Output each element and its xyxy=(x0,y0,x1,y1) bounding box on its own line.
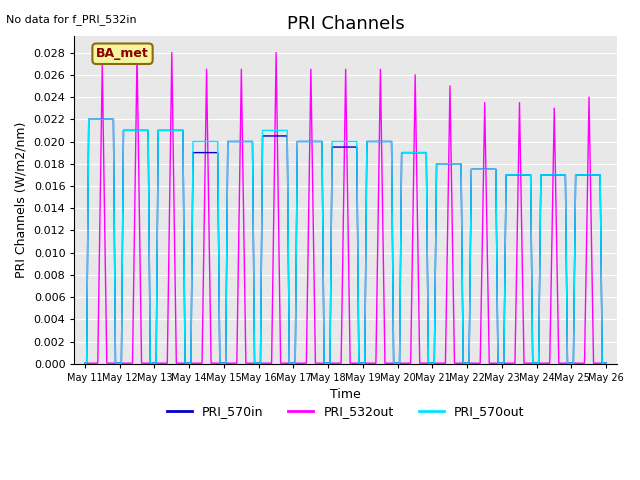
PRI_570in xyxy=(602,360,610,366)
PRI_570in xyxy=(304,139,312,144)
PRI_570in xyxy=(81,360,89,366)
PRI_570out xyxy=(602,360,610,366)
PRI_570out xyxy=(141,128,148,133)
PRI_570out xyxy=(172,128,179,133)
X-axis label: Time: Time xyxy=(330,388,361,401)
Y-axis label: PRI Channels (W/m2/nm): PRI Channels (W/m2/nm) xyxy=(15,121,28,278)
PRI_570in xyxy=(172,128,179,133)
Text: BA_met: BA_met xyxy=(96,47,149,60)
PRI_570out xyxy=(592,172,600,178)
PRI_570in xyxy=(592,172,600,178)
PRI_570in xyxy=(85,116,93,122)
PRI_532out xyxy=(133,50,141,56)
PRI_532out xyxy=(281,360,289,366)
Line: PRI_532out: PRI_532out xyxy=(85,53,606,363)
PRI_532out xyxy=(81,360,89,366)
Text: No data for f_PRI_532in: No data for f_PRI_532in xyxy=(6,14,137,25)
PRI_570out xyxy=(81,360,89,366)
PRI_570in xyxy=(536,235,544,240)
PRI_532out xyxy=(536,360,544,366)
PRI_532out xyxy=(592,360,600,366)
PRI_532out xyxy=(172,301,179,307)
PRI_570out xyxy=(536,235,544,240)
Line: PRI_570out: PRI_570out xyxy=(85,119,606,363)
Legend: PRI_570in, PRI_532out, PRI_570out: PRI_570in, PRI_532out, PRI_570out xyxy=(162,400,529,423)
PRI_532out xyxy=(602,360,610,366)
PRI_570in xyxy=(141,128,148,133)
PRI_570out xyxy=(304,139,312,144)
Line: PRI_570in: PRI_570in xyxy=(85,119,606,363)
PRI_570out xyxy=(281,128,289,133)
PRI_532out xyxy=(304,282,312,288)
PRI_570in xyxy=(281,133,289,139)
Title: PRI Channels: PRI Channels xyxy=(287,15,404,33)
PRI_532out xyxy=(141,360,148,366)
PRI_570out xyxy=(85,116,93,122)
